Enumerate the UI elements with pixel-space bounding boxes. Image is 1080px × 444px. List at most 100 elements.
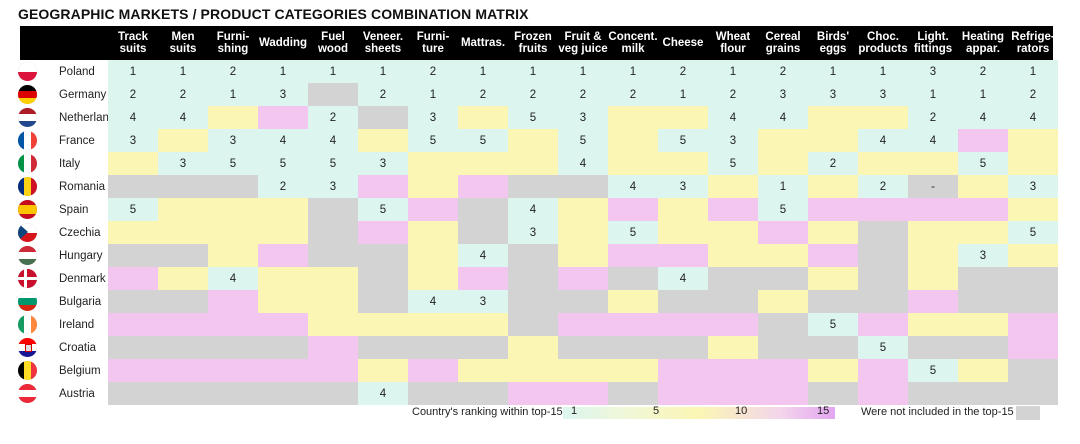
matrix-cell: 2	[208, 60, 258, 83]
matrix-cell	[808, 290, 858, 313]
matrix-cell	[408, 198, 458, 221]
matrix-cell	[158, 382, 208, 405]
matrix-cell	[508, 175, 558, 198]
matrix-cell	[308, 83, 358, 106]
matrix-cell: 5	[408, 129, 458, 152]
matrix-cell	[858, 244, 908, 267]
matrix-cell	[958, 129, 1008, 152]
matrix-cell: 3	[208, 129, 258, 152]
country-row: Ireland	[18, 313, 94, 336]
matrix-cell	[708, 267, 758, 290]
column-header: Wadding	[258, 37, 308, 49]
matrix-cell	[158, 267, 208, 290]
matrix-cell	[408, 244, 458, 267]
country-row: Germany	[18, 83, 106, 106]
matrix-cell	[808, 221, 858, 244]
matrix-cell: 4	[758, 106, 808, 129]
matrix-cell	[908, 313, 958, 336]
matrix-cell	[208, 175, 258, 198]
matrix-cell	[508, 244, 558, 267]
column-header: Veneer. sheets	[362, 31, 404, 55]
matrix-cell: 2	[358, 83, 408, 106]
legend-gradient	[563, 407, 835, 419]
column-header: Furni-ture	[416, 31, 450, 55]
matrix-cell	[408, 267, 458, 290]
matrix-cell: 1	[758, 175, 808, 198]
matrix-cell	[808, 267, 858, 290]
matrix-cell	[508, 129, 558, 152]
matrix-cell	[208, 359, 258, 382]
matrix-cell	[358, 175, 408, 198]
matrix-cell	[408, 313, 458, 336]
matrix-cell	[808, 244, 858, 267]
croatia-flag-icon	[18, 338, 37, 357]
matrix-cell	[808, 382, 858, 405]
country-name: Spain	[59, 203, 89, 216]
matrix-cell: 2	[858, 175, 908, 198]
romania-flag-icon	[18, 177, 37, 196]
matrix-cell	[358, 313, 408, 336]
matrix-cell: 3	[1008, 175, 1058, 198]
matrix-cell	[858, 106, 908, 129]
country-row: Netherlands	[18, 106, 121, 129]
column-header: Light. fittings	[913, 31, 953, 55]
belgium-flag-icon	[18, 361, 37, 380]
matrix-cell	[608, 382, 658, 405]
matrix-cell: 3	[908, 60, 958, 83]
matrix-cell: 3	[858, 83, 908, 106]
matrix-cell	[458, 267, 508, 290]
matrix-cell	[708, 359, 758, 382]
matrix-cell	[858, 313, 908, 336]
matrix-cell	[458, 313, 508, 336]
matrix-cell: 3	[658, 175, 708, 198]
matrix-cell	[558, 359, 608, 382]
matrix-cell	[408, 336, 458, 359]
matrix-cell: 3	[158, 152, 208, 175]
matrix-cell: 5	[958, 152, 1008, 175]
column-header: Frozen fruits	[514, 31, 552, 55]
matrix-cell	[358, 106, 408, 129]
country-name: Italy	[59, 157, 81, 170]
legend-not-included-swatch	[1016, 406, 1040, 420]
matrix-cell: 4	[1008, 106, 1058, 129]
matrix-cell: 5	[758, 198, 808, 221]
matrix-cell	[108, 313, 158, 336]
matrix-cell: 2	[908, 106, 958, 129]
matrix-cell	[108, 359, 158, 382]
matrix-cell: 5	[308, 152, 358, 175]
matrix-cell	[858, 198, 908, 221]
matrix-cell	[908, 152, 958, 175]
matrix-cell: 2	[458, 83, 508, 106]
matrix-cell: 4	[108, 106, 158, 129]
column-header: Track suits	[117, 31, 149, 55]
matrix-cell	[158, 290, 208, 313]
matrix-cell: 1	[1008, 60, 1058, 83]
matrix-cell: 2	[508, 83, 558, 106]
matrix-cell	[958, 382, 1008, 405]
matrix-cell	[558, 221, 608, 244]
matrix-cell	[158, 221, 208, 244]
matrix-cell	[1008, 129, 1058, 152]
matrix-cell: 2	[1008, 83, 1058, 106]
matrix-cell	[458, 382, 508, 405]
matrix-cell	[808, 129, 858, 152]
matrix-cell	[758, 336, 808, 359]
page-title: GEOGRAPHIC MARKETS / PRODUCT CATEGORIES …	[18, 6, 529, 22]
matrix-cell	[658, 198, 708, 221]
country-row: Hungary	[18, 244, 102, 267]
column-header: Fuel wood	[317, 31, 349, 55]
column-header: Wheat flour	[715, 31, 751, 55]
country-row: Croatia	[18, 336, 96, 359]
matrix-cell	[408, 359, 458, 382]
matrix-cell	[258, 359, 308, 382]
country-name: Czechia	[59, 226, 101, 239]
matrix-cell: 5	[908, 359, 958, 382]
matrix-cell: 4	[908, 129, 958, 152]
matrix-cell	[108, 221, 158, 244]
matrix-cell	[1008, 359, 1058, 382]
matrix-cell: 5	[858, 336, 908, 359]
country-name: Netherlands	[59, 111, 122, 124]
matrix-cell	[1008, 313, 1058, 336]
matrix-cell	[758, 244, 808, 267]
matrix-cell	[308, 336, 358, 359]
